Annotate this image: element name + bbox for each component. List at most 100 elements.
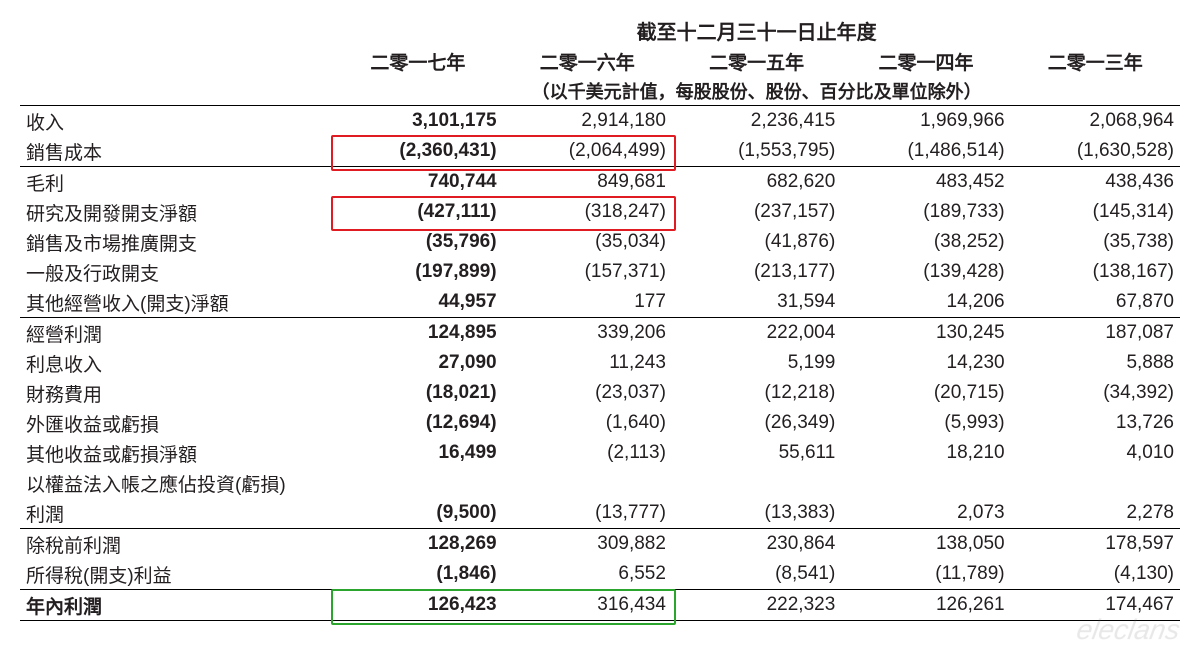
header-blank2 [20,46,333,76]
row-label: 外匯收益或虧損 [20,408,333,438]
table-row: 除稅前利潤128,269309,882230,864138,050178,597 [20,529,1180,560]
row-value: (12,218) [672,378,841,408]
row-value: 316,434 [503,590,672,621]
table-row: 所得稅(開支)利益(1,846)6,552(8,541)(11,789)(4,1… [20,559,1180,590]
table-row: 利息收入27,09011,2435,19914,2305,888 [20,348,1180,378]
row-value [333,468,502,498]
row-value: 483,452 [841,167,1010,198]
row-value: 13,726 [1011,408,1180,438]
table-row: 一般及行政開支(197,899)(157,371)(213,177)(139,4… [20,257,1180,287]
row-value: (2,113) [503,438,672,468]
row-value: (5,993) [841,408,1010,438]
row-value [1011,468,1180,498]
row-value [672,468,841,498]
row-label: 毛利 [20,167,333,198]
row-value: (213,177) [672,257,841,287]
row-value: 18,210 [841,438,1010,468]
table-row: 銷售及市場推廣開支(35,796)(35,034)(41,876)(38,252… [20,227,1180,257]
table-row: 銷售成本(2,360,431)(2,064,499)(1,553,795)(1,… [20,136,1180,167]
row-label: 年內利潤 [20,590,333,621]
row-value: 187,087 [1011,318,1180,349]
row-label: 利潤 [20,498,333,529]
row-value: (157,371) [503,257,672,287]
table-row: 財務費用(18,021)(23,037)(12,218)(20,715)(34,… [20,378,1180,408]
row-value: 682,620 [672,167,841,198]
row-value: (8,541) [672,559,841,590]
header-years-row: 二零一七年二零一六年二零一五年二零一四年二零一三年 [20,46,1180,76]
row-value: 16,499 [333,438,502,468]
row-value: (26,349) [672,408,841,438]
row-label: 以權益法入帳之應佔投資(虧損) [20,468,333,498]
row-value: 55,611 [672,438,841,468]
table-row: 經營利潤124,895339,206222,004130,245187,087 [20,318,1180,349]
row-label: 收入 [20,106,333,137]
row-value: 438,436 [1011,167,1180,198]
row-value: 339,206 [503,318,672,349]
row-value: (20,715) [841,378,1010,408]
row-value: 128,269 [333,529,502,560]
row-value: (427,111) [333,197,502,227]
table-row: 毛利740,744849,681682,620483,452438,436 [20,167,1180,198]
row-value [841,468,1010,498]
header-blank [20,14,333,46]
row-value: (189,733) [841,197,1010,227]
table-row: 其他收益或虧損淨額16,499(2,113)55,61118,2104,010 [20,438,1180,468]
header-year-0: 二零一七年 [333,46,502,76]
row-value: 1,969,966 [841,106,1010,137]
row-value: (197,899) [333,257,502,287]
row-value: (12,694) [333,408,502,438]
row-value: (1,486,514) [841,136,1010,167]
row-value: (237,157) [672,197,841,227]
row-value: 31,594 [672,287,841,318]
table-row: 其他經營收入(開支)淨額44,95717731,59414,20667,870 [20,287,1180,318]
row-value: 130,245 [841,318,1010,349]
row-label: 利息收入 [20,348,333,378]
row-value: (4,130) [1011,559,1180,590]
header-blank3 [20,76,333,106]
row-value: 14,230 [841,348,1010,378]
table-row: 年內利潤126,423316,434222,323126,261174,467 [20,590,1180,621]
row-value: 3,101,175 [333,106,502,137]
row-value: 27,090 [333,348,502,378]
row-label: 所得稅(開支)利益 [20,559,333,590]
header-year-3: 二零一四年 [841,46,1010,76]
row-value: (41,876) [672,227,841,257]
row-label: 一般及行政開支 [20,257,333,287]
table-header: 截至十二月三十一日止年度 二零一七年二零一六年二零一五年二零一四年二零一三年 （… [20,14,1180,106]
row-value: 124,895 [333,318,502,349]
row-value: 2,068,964 [1011,106,1180,137]
row-label: 銷售及市場推廣開支 [20,227,333,257]
row-value: 5,888 [1011,348,1180,378]
header-super-title: 截至十二月三十一日止年度 [333,14,1180,46]
row-value: 740,744 [333,167,502,198]
row-value: (18,021) [333,378,502,408]
row-label: 除稅前利潤 [20,529,333,560]
row-value: (35,034) [503,227,672,257]
row-value: (11,789) [841,559,1010,590]
row-value: 4,010 [1011,438,1180,468]
row-label: 其他收益或虧損淨額 [20,438,333,468]
table-row: 利潤(9,500)(13,777)(13,383)2,0732,278 [20,498,1180,529]
watermark-text: eleclans [1074,614,1182,646]
row-value: (13,383) [672,498,841,529]
row-label: 其他經營收入(開支)淨額 [20,287,333,318]
row-value: 849,681 [503,167,672,198]
row-value: (23,037) [503,378,672,408]
row-value: 126,261 [841,590,1010,621]
row-value: (13,777) [503,498,672,529]
table-row: 研究及開發開支淨額(427,111)(318,247)(237,157)(189… [20,197,1180,227]
row-value: 5,199 [672,348,841,378]
row-value: (34,392) [1011,378,1180,408]
row-value: 222,004 [672,318,841,349]
row-value: 6,552 [503,559,672,590]
row-value: (1,630,528) [1011,136,1180,167]
header-year-2: 二零一五年 [672,46,841,76]
row-label: 研究及開發開支淨額 [20,197,333,227]
row-value: (9,500) [333,498,502,529]
row-value: (138,167) [1011,257,1180,287]
header-year-4: 二零一三年 [1011,46,1180,76]
row-value [503,468,672,498]
table-row: 以權益法入帳之應佔投資(虧損) [20,468,1180,498]
row-value: (318,247) [503,197,672,227]
row-value: 222,323 [672,590,841,621]
